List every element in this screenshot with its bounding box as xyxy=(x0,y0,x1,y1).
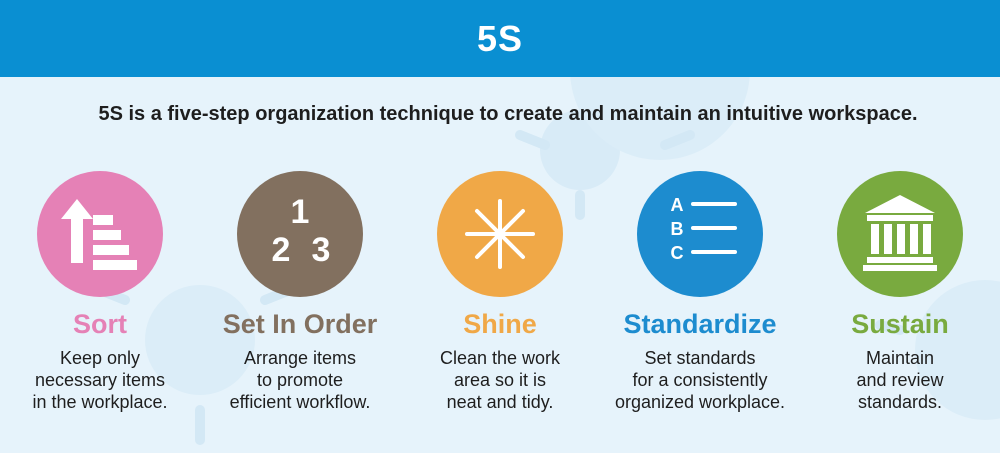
desc-line: Arrange items xyxy=(243,348,357,368)
desc-line: Keep only xyxy=(59,348,141,368)
step-shine: Shine Clean the work area so it is neat … xyxy=(400,171,600,413)
desc-line: and review xyxy=(856,370,944,390)
desc-line: organized workplace. xyxy=(614,392,786,412)
step-title: Shine xyxy=(463,309,537,339)
sparkle-icon xyxy=(437,171,563,297)
sort-ascending-icon xyxy=(37,171,163,297)
step-title: Set In Order xyxy=(222,309,378,339)
page-subtitle: 5S is a five-step organization technique… xyxy=(98,103,918,125)
numbers-123-icon: 1 2 3 xyxy=(237,171,363,297)
icon-letter-c: C xyxy=(671,243,684,263)
step-description: Arrange items to promote efficient workf… xyxy=(200,347,400,413)
step-description: Keep only necessary items in the workpla… xyxy=(0,347,200,413)
desc-line: area so it is xyxy=(453,370,547,390)
desc-line: to promote xyxy=(256,370,344,390)
desc-line: in the workplace. xyxy=(32,392,168,412)
desc-line: Set standards xyxy=(644,348,756,368)
icon-letter-a: A xyxy=(671,195,684,215)
step-description: Maintain and review standards. xyxy=(800,347,1000,413)
step-title: Sustain xyxy=(851,309,949,339)
desc-line: necessary items xyxy=(34,370,166,390)
step-description: Set standards for a consistently organiz… xyxy=(600,347,800,413)
desc-line: neat and tidy. xyxy=(446,392,554,412)
step-sustain: Sustain Maintain and review standards. xyxy=(800,171,1000,413)
step-title: Standardize xyxy=(623,309,777,339)
step-title: Sort xyxy=(73,309,127,339)
header-banner: 5S xyxy=(0,0,1000,77)
desc-line: Maintain xyxy=(865,348,935,368)
desc-line: standards. xyxy=(857,392,943,412)
icon-letter-b: B xyxy=(671,219,684,239)
building-columns-icon xyxy=(837,171,963,297)
icon-digit-2: 2 xyxy=(272,231,291,269)
abc-list-icon: A B C xyxy=(637,171,763,297)
step-standardize: A B C Standardize Set standards for a co… xyxy=(600,171,800,413)
step-sort: Sort Keep only necessary items in the wo… xyxy=(0,171,200,413)
icon-digit-1: 1 xyxy=(291,193,310,231)
step-set-in-order: 1 2 3 Set In Order Arrange items to prom… xyxy=(200,171,400,413)
desc-line: for a consistently xyxy=(632,370,768,390)
page-title: 5S xyxy=(476,17,524,59)
icon-digit-3: 3 xyxy=(312,231,331,269)
desc-line: Clean the work xyxy=(439,348,561,368)
step-description: Clean the work area so it is neat and ti… xyxy=(400,347,600,413)
desc-line: efficient workflow. xyxy=(229,392,371,412)
